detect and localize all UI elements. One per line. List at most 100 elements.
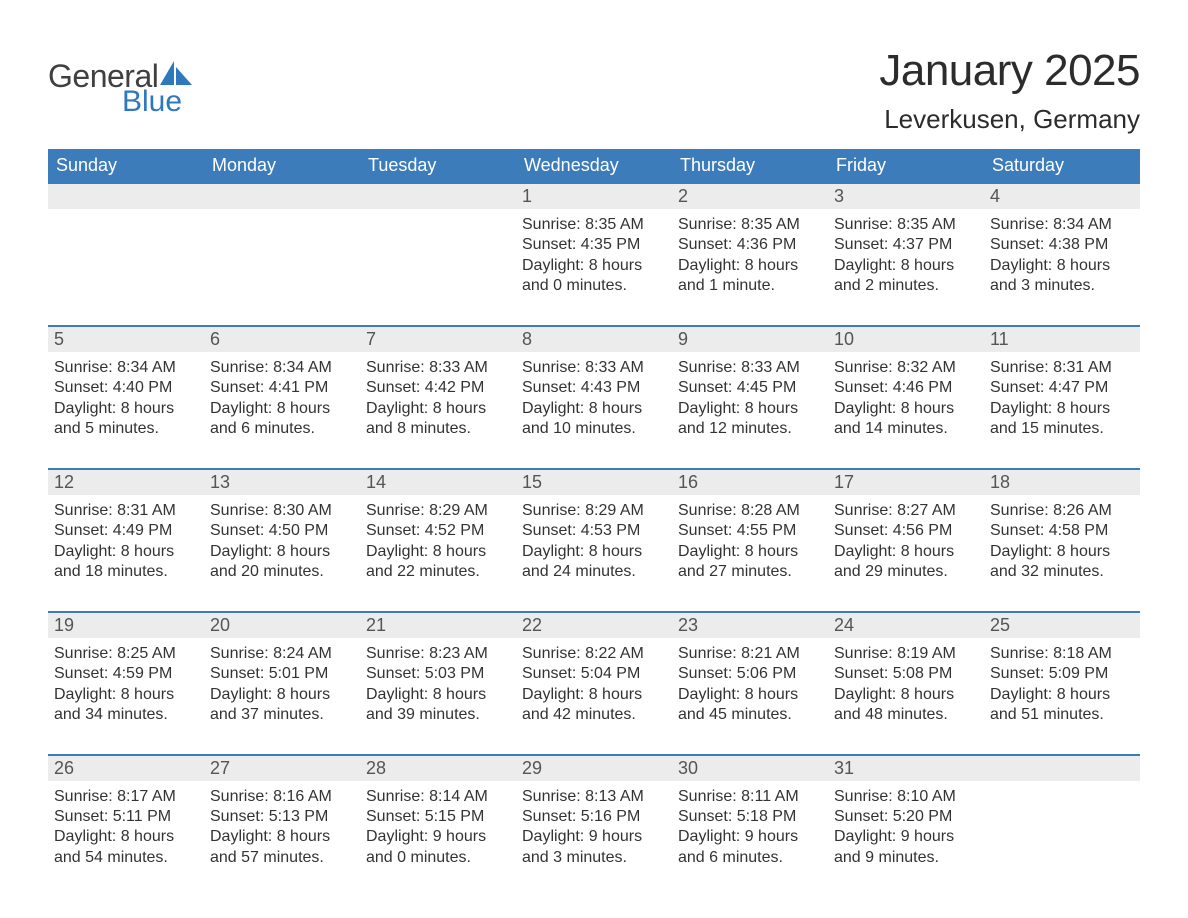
- day-cell: 24Sunrise: 8:19 AMSunset: 5:08 PMDayligh…: [828, 612, 984, 755]
- day-cell: 16Sunrise: 8:28 AMSunset: 4:55 PMDayligh…: [672, 469, 828, 612]
- day-content: Sunrise: 8:27 AMSunset: 4:56 PMDaylight:…: [828, 495, 984, 611]
- daylight-text: Daylight: 8 hours and 54 minutes.: [54, 827, 198, 868]
- calendar-body: 1Sunrise: 8:35 AMSunset: 4:35 PMDaylight…: [48, 183, 1140, 896]
- day-number: 22: [516, 613, 672, 638]
- sunset-text: Sunset: 4:52 PM: [366, 521, 510, 541]
- dow-mon: Monday: [204, 149, 360, 183]
- location-text: Leverkusen, Germany: [879, 104, 1140, 135]
- week-row: 26Sunrise: 8:17 AMSunset: 5:11 PMDayligh…: [48, 755, 1140, 897]
- day-number: 19: [48, 613, 204, 638]
- day-cell: 30Sunrise: 8:11 AMSunset: 5:18 PMDayligh…: [672, 755, 828, 897]
- sunrise-text: Sunrise: 8:19 AM: [834, 644, 978, 664]
- day-number: 13: [204, 470, 360, 495]
- day-number: 8: [516, 327, 672, 352]
- sunrise-text: Sunrise: 8:35 AM: [834, 215, 978, 235]
- daylight-text: Daylight: 8 hours and 18 minutes.: [54, 542, 198, 583]
- day-content: Sunrise: 8:18 AMSunset: 5:09 PMDaylight:…: [984, 638, 1140, 754]
- sunset-text: Sunset: 5:04 PM: [522, 664, 666, 684]
- daylight-text: Daylight: 9 hours and 9 minutes.: [834, 827, 978, 868]
- day-cell: 5Sunrise: 8:34 AMSunset: 4:40 PMDaylight…: [48, 326, 204, 469]
- sunrise-text: Sunrise: 8:34 AM: [990, 215, 1134, 235]
- daylight-text: Daylight: 8 hours and 20 minutes.: [210, 542, 354, 583]
- day-number: 21: [360, 613, 516, 638]
- day-number: 10: [828, 327, 984, 352]
- dow-fri: Friday: [828, 149, 984, 183]
- day-content: Sunrise: 8:34 AMSunset: 4:41 PMDaylight:…: [204, 352, 360, 468]
- sunrise-text: Sunrise: 8:17 AM: [54, 787, 198, 807]
- day-cell: 25Sunrise: 8:18 AMSunset: 5:09 PMDayligh…: [984, 612, 1140, 755]
- sunrise-text: Sunrise: 8:33 AM: [366, 358, 510, 378]
- daylight-text: Daylight: 8 hours and 34 minutes.: [54, 685, 198, 726]
- day-cell: 10Sunrise: 8:32 AMSunset: 4:46 PMDayligh…: [828, 326, 984, 469]
- daylight-text: Daylight: 9 hours and 6 minutes.: [678, 827, 822, 868]
- sunset-text: Sunset: 5:01 PM: [210, 664, 354, 684]
- day-content: Sunrise: 8:33 AMSunset: 4:43 PMDaylight:…: [516, 352, 672, 468]
- day-number: 2: [672, 184, 828, 209]
- daylight-text: Daylight: 8 hours and 14 minutes.: [834, 399, 978, 440]
- sunset-text: Sunset: 4:40 PM: [54, 378, 198, 398]
- day-number: 15: [516, 470, 672, 495]
- day-content: Sunrise: 8:19 AMSunset: 5:08 PMDaylight:…: [828, 638, 984, 754]
- day-number: 28: [360, 756, 516, 781]
- daylight-text: Daylight: 8 hours and 32 minutes.: [990, 542, 1134, 583]
- day-content: Sunrise: 8:35 AMSunset: 4:35 PMDaylight:…: [516, 209, 672, 325]
- sunset-text: Sunset: 5:06 PM: [678, 664, 822, 684]
- sunset-text: Sunset: 4:42 PM: [366, 378, 510, 398]
- dow-tue: Tuesday: [360, 149, 516, 183]
- week-row: 5Sunrise: 8:34 AMSunset: 4:40 PMDaylight…: [48, 326, 1140, 469]
- day-cell: 31Sunrise: 8:10 AMSunset: 5:20 PMDayligh…: [828, 755, 984, 897]
- sunrise-text: Sunrise: 8:30 AM: [210, 501, 354, 521]
- day-number: [360, 184, 516, 209]
- day-content: Sunrise: 8:25 AMSunset: 4:59 PMDaylight:…: [48, 638, 204, 754]
- calendar-table: Sunday Monday Tuesday Wednesday Thursday…: [48, 149, 1140, 896]
- sunset-text: Sunset: 4:56 PM: [834, 521, 978, 541]
- day-cell: [204, 183, 360, 326]
- sunset-text: Sunset: 5:09 PM: [990, 664, 1134, 684]
- sunset-text: Sunset: 4:41 PM: [210, 378, 354, 398]
- week-row: 19Sunrise: 8:25 AMSunset: 4:59 PMDayligh…: [48, 612, 1140, 755]
- day-content: Sunrise: 8:34 AMSunset: 4:38 PMDaylight:…: [984, 209, 1140, 325]
- day-content: Sunrise: 8:35 AMSunset: 4:36 PMDaylight:…: [672, 209, 828, 325]
- day-content: Sunrise: 8:23 AMSunset: 5:03 PMDaylight:…: [360, 638, 516, 754]
- daylight-text: Daylight: 8 hours and 27 minutes.: [678, 542, 822, 583]
- daylight-text: Daylight: 8 hours and 12 minutes.: [678, 399, 822, 440]
- day-number: 18: [984, 470, 1140, 495]
- sunrise-text: Sunrise: 8:13 AM: [522, 787, 666, 807]
- day-number: 12: [48, 470, 204, 495]
- day-cell: 26Sunrise: 8:17 AMSunset: 5:11 PMDayligh…: [48, 755, 204, 897]
- daylight-text: Daylight: 8 hours and 24 minutes.: [522, 542, 666, 583]
- daylight-text: Daylight: 8 hours and 37 minutes.: [210, 685, 354, 726]
- daylight-text: Daylight: 9 hours and 0 minutes.: [366, 827, 510, 868]
- daylight-text: Daylight: 8 hours and 0 minutes.: [522, 256, 666, 297]
- day-content: Sunrise: 8:21 AMSunset: 5:06 PMDaylight:…: [672, 638, 828, 754]
- sunset-text: Sunset: 4:49 PM: [54, 521, 198, 541]
- sunset-text: Sunset: 5:15 PM: [366, 807, 510, 827]
- day-content: Sunrise: 8:10 AMSunset: 5:20 PMDaylight:…: [828, 781, 984, 897]
- sunset-text: Sunset: 5:08 PM: [834, 664, 978, 684]
- day-cell: 11Sunrise: 8:31 AMSunset: 4:47 PMDayligh…: [984, 326, 1140, 469]
- day-cell: 1Sunrise: 8:35 AMSunset: 4:35 PMDaylight…: [516, 183, 672, 326]
- day-cell: 22Sunrise: 8:22 AMSunset: 5:04 PMDayligh…: [516, 612, 672, 755]
- sunrise-text: Sunrise: 8:28 AM: [678, 501, 822, 521]
- day-content: [984, 781, 1140, 835]
- page: General Blue January 2025 Leverkusen, Ge…: [0, 0, 1188, 918]
- day-cell: 6Sunrise: 8:34 AMSunset: 4:41 PMDaylight…: [204, 326, 360, 469]
- header-row: General Blue January 2025 Leverkusen, Ge…: [48, 40, 1140, 135]
- sunset-text: Sunset: 5:03 PM: [366, 664, 510, 684]
- sunset-text: Sunset: 4:53 PM: [522, 521, 666, 541]
- day-cell: 29Sunrise: 8:13 AMSunset: 5:16 PMDayligh…: [516, 755, 672, 897]
- daylight-text: Daylight: 8 hours and 48 minutes.: [834, 685, 978, 726]
- dow-row: Sunday Monday Tuesday Wednesday Thursday…: [48, 149, 1140, 183]
- day-cell: 15Sunrise: 8:29 AMSunset: 4:53 PMDayligh…: [516, 469, 672, 612]
- day-content: [360, 209, 516, 263]
- daylight-text: Daylight: 8 hours and 8 minutes.: [366, 399, 510, 440]
- sunset-text: Sunset: 4:59 PM: [54, 664, 198, 684]
- sunset-text: Sunset: 5:16 PM: [522, 807, 666, 827]
- sunset-text: Sunset: 5:18 PM: [678, 807, 822, 827]
- sunrise-text: Sunrise: 8:18 AM: [990, 644, 1134, 664]
- daylight-text: Daylight: 8 hours and 45 minutes.: [678, 685, 822, 726]
- sunrise-text: Sunrise: 8:26 AM: [990, 501, 1134, 521]
- sunrise-text: Sunrise: 8:31 AM: [54, 501, 198, 521]
- dow-sun: Sunday: [48, 149, 204, 183]
- daylight-text: Daylight: 8 hours and 57 minutes.: [210, 827, 354, 868]
